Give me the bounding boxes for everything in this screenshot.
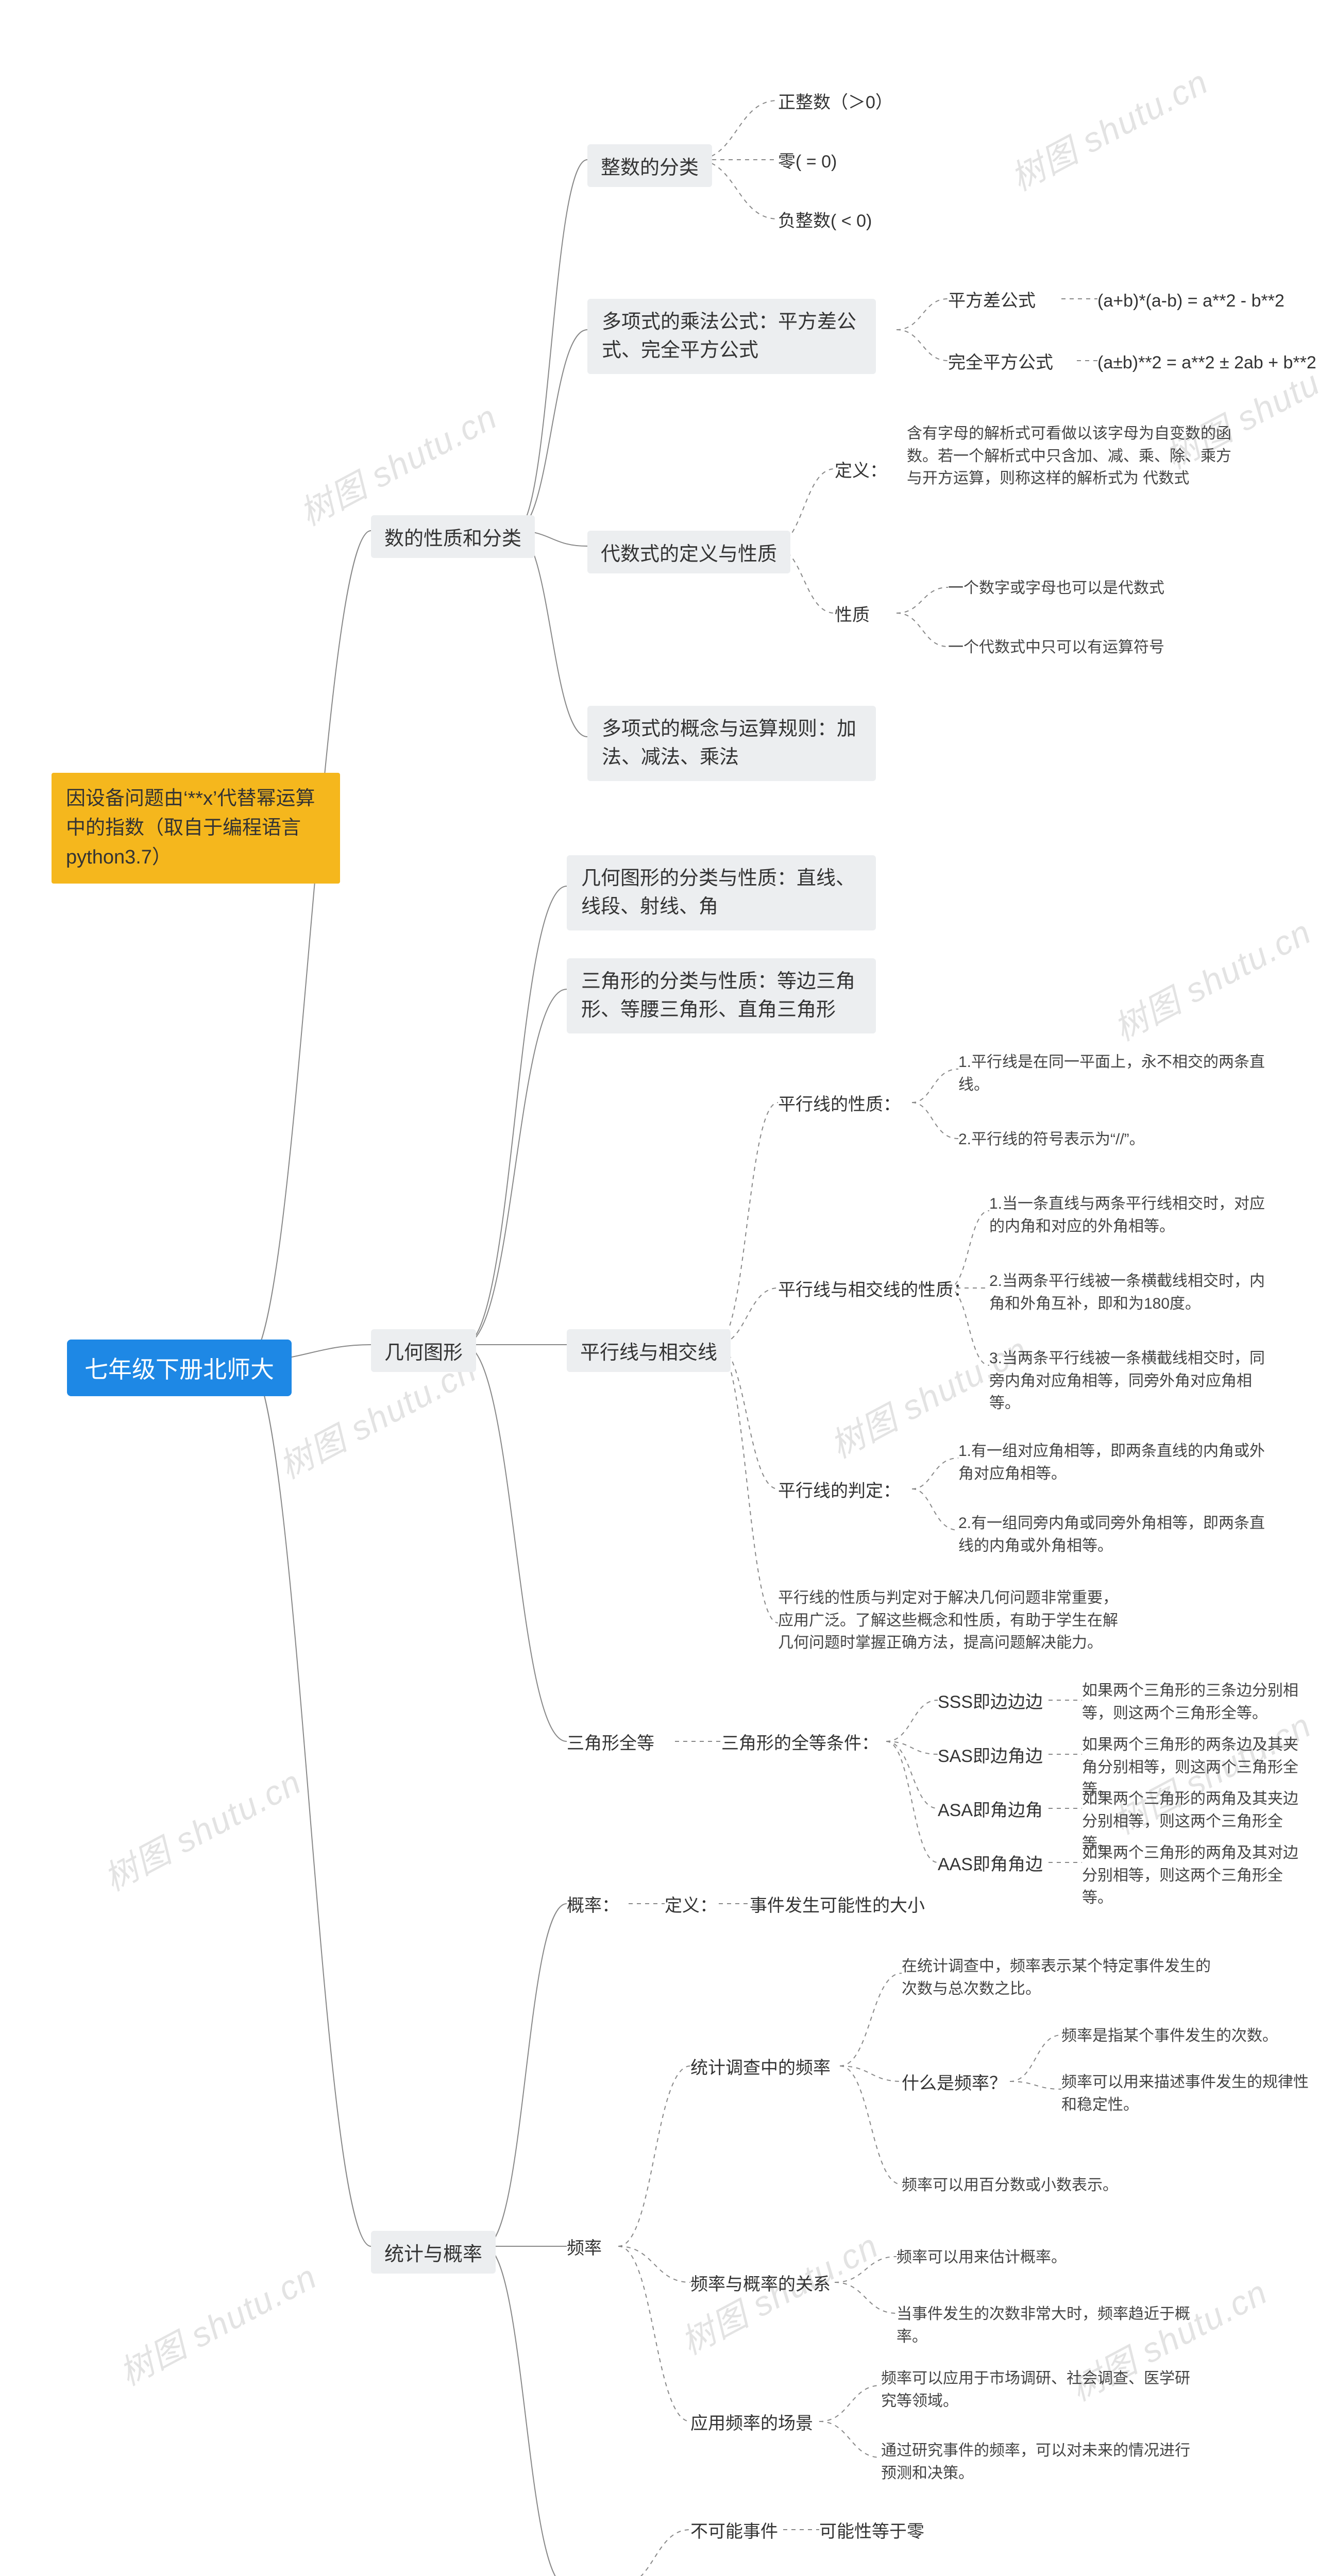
leaf-par-trans-label: 平行线与相交线的性质： xyxy=(778,1278,971,1303)
leaf-perfsq-formula: (a±b)**2 = a**2 ± 2ab + b**2 xyxy=(1097,350,1316,376)
leaf-aas-text: 如果两个三角形的两角及其对边分别相等，则这两个三角形全等。 xyxy=(1082,1842,1309,1909)
leaf-alg-def-text: 含有字母的解析式可看做以该字母为自变数的函数。若一个解析式中只含加、减、乘、除、… xyxy=(907,422,1237,490)
watermark: 树图 shutu.cn xyxy=(1104,905,1319,1051)
leaf-ev-imp-label: 不可能事件 xyxy=(690,2519,778,2545)
leaf-sss-text: 如果两个三角形的三条边分别相等，则这两个三角形全等。 xyxy=(1082,1680,1309,1724)
leaf-alg-prop-label: 性质 xyxy=(835,603,870,628)
leaf-alg-prop2: 一个代数式中只可以有运算符号 xyxy=(948,636,1164,659)
watermark: 树图 shutu.cn xyxy=(94,1755,309,1901)
leaf-par-summary: 平行线的性质与判定对于解决几何问题非常重要，应用广泛。了解这些概念和性质，有助于… xyxy=(778,1587,1128,1654)
leaf-par-trans3: 3.当两条平行线被一条横截线相交时，同旁内角对应角相等，同旁外角对应角相等。 xyxy=(989,1347,1278,1415)
leaf-int-pos: 正整数（＞0） xyxy=(778,90,893,115)
leaf-freq-what3: 频率可以用百分数或小数表示。 xyxy=(902,2174,1211,2197)
leaf-sss-label: SSS即边边边 xyxy=(938,1690,1043,1715)
note-box: 因设备问题由‘**x’代替幂运算中的指数（取自于编程语言python3.7） xyxy=(52,773,340,884)
leaf-congruence: 三角形全等 xyxy=(567,1731,654,1756)
leaf-par-trans2: 2.当两条平行线被一条横截线相交时，内角和外角互补，即和为180度。 xyxy=(989,1270,1278,1315)
leaf-freq-label: 频率 xyxy=(567,2236,602,2261)
leaf-int-zero: 零( = 0) xyxy=(778,149,837,175)
leaf-perfsq-label: 完全平方公式 xyxy=(948,350,1053,376)
node-stats[interactable]: 统计与概率 xyxy=(371,2231,496,2274)
leaf-par-crit2: 2.有一组同旁内角或同旁外角相等，即两条直线的内角或外角相等。 xyxy=(958,1512,1267,1557)
node-geometry[interactable]: 几何图形 xyxy=(371,1329,476,1372)
leaf-ev-imp-text: 可能性等于零 xyxy=(819,2519,924,2545)
node-parallel[interactable]: 平行线与相交线 xyxy=(567,1329,731,1372)
leaf-sas-label: SAS即边角边 xyxy=(938,1744,1043,1769)
leaf-par-prop2: 2.平行线的符号表示为“//”。 xyxy=(958,1128,1267,1151)
watermark: 树图 shutu.cn xyxy=(1001,55,1216,201)
leaf-congruence-cond: 三角形的全等条件： xyxy=(721,1731,879,1756)
node-poly-mul[interactable]: 多项式的乘法公式：平方差公式、完全平方公式 xyxy=(587,299,876,374)
node-numbers[interactable]: 数的性质和分类 xyxy=(371,515,535,558)
leaf-freq-what2: 频率可以用来描述事件发生的规律性和稳定性。 xyxy=(1061,2071,1309,2116)
leaf-freq-app2: 通过研究事件的频率，可以对未来的情况进行预测和决策。 xyxy=(881,2439,1200,2484)
leaf-freq-what-label: 什么是频率？ xyxy=(902,2071,1007,2096)
leaf-freq-what1: 频率是指某个事件发生的次数。 xyxy=(1061,2025,1298,2047)
node-int-class[interactable]: 整数的分类 xyxy=(587,144,712,187)
node-algebraic[interactable]: 代数式的定义与性质 xyxy=(587,531,790,573)
leaf-prob-label: 概率： xyxy=(567,1893,619,1919)
leaf-prob-def-label: 定义： xyxy=(665,1893,717,1919)
watermark: 树图 shutu.cn xyxy=(290,390,505,536)
leaf-asa-label: ASA即角边角 xyxy=(938,1798,1043,1823)
leaf-par-prop-label: 平行线的性质： xyxy=(778,1092,901,1117)
leaf-freq-survey-label: 统计调查中的频率 xyxy=(690,2056,831,2081)
mindmap-canvas: 树图 shutu.cn 树图 shutu.cn 树图 shutu.cn 树图 s… xyxy=(0,0,1319,2576)
leaf-sqdiff-label: 平方差公式 xyxy=(948,289,1036,314)
leaf-alg-def-label: 定义： xyxy=(835,459,887,484)
leaf-freq-rel2: 当事件发生的次数非常大时，频率趋近于概率。 xyxy=(897,2303,1216,2348)
leaf-par-crit-label: 平行线的判定： xyxy=(778,1479,901,1504)
leaf-sqdiff-formula: (a+b)*(a-b) = a**2 - b**2 xyxy=(1097,289,1284,314)
leaf-par-crit1: 1.有一组对应角相等，即两条直线的内角或外角对应角相等。 xyxy=(958,1440,1267,1485)
leaf-freq-app1: 频率可以应用于市场调研、社会调查、医学研究等领域。 xyxy=(881,2367,1200,2412)
leaf-freq-app-label: 应用频率的场景 xyxy=(690,2411,813,2436)
leaf-int-neg: 负整数( < 0) xyxy=(778,209,872,234)
node-tri-class[interactable]: 三角形的分类与性质：等边三角形、等腰三角形、直角三角形 xyxy=(567,958,876,1033)
leaf-par-trans1: 1.当一条直线与两条平行线相交时，对应的内角和对应的外角相等。 xyxy=(989,1193,1278,1238)
root-node[interactable]: 七年级下册北师大 xyxy=(67,1340,292,1396)
watermark: 树图 shutu.cn xyxy=(109,2250,325,2396)
leaf-freq-survey-intro: 在统计调查中，频率表示某个特定事件发生的次数与总次数之比。 xyxy=(902,1955,1211,2000)
node-geo-class[interactable]: 几何图形的分类与性质：直线、线段、射线、角 xyxy=(567,855,876,930)
leaf-alg-prop1: 一个数字或字母也可以是代数式 xyxy=(948,577,1164,600)
leaf-prob-def-text: 事件发生可能性的大小 xyxy=(750,1893,925,1919)
leaf-par-prop1: 1.平行线是在同一平面上，永不相交的两条直线。 xyxy=(958,1051,1267,1096)
leaf-aas-label: AAS即角角边 xyxy=(938,1852,1043,1877)
leaf-freq-rel1: 频率可以用来估计概率。 xyxy=(897,2246,1206,2269)
leaf-freq-rel-label: 频率与概率的关系 xyxy=(690,2272,831,2297)
node-poly-ops[interactable]: 多项式的概念与运算规则：加法、减法、乘法 xyxy=(587,706,876,781)
